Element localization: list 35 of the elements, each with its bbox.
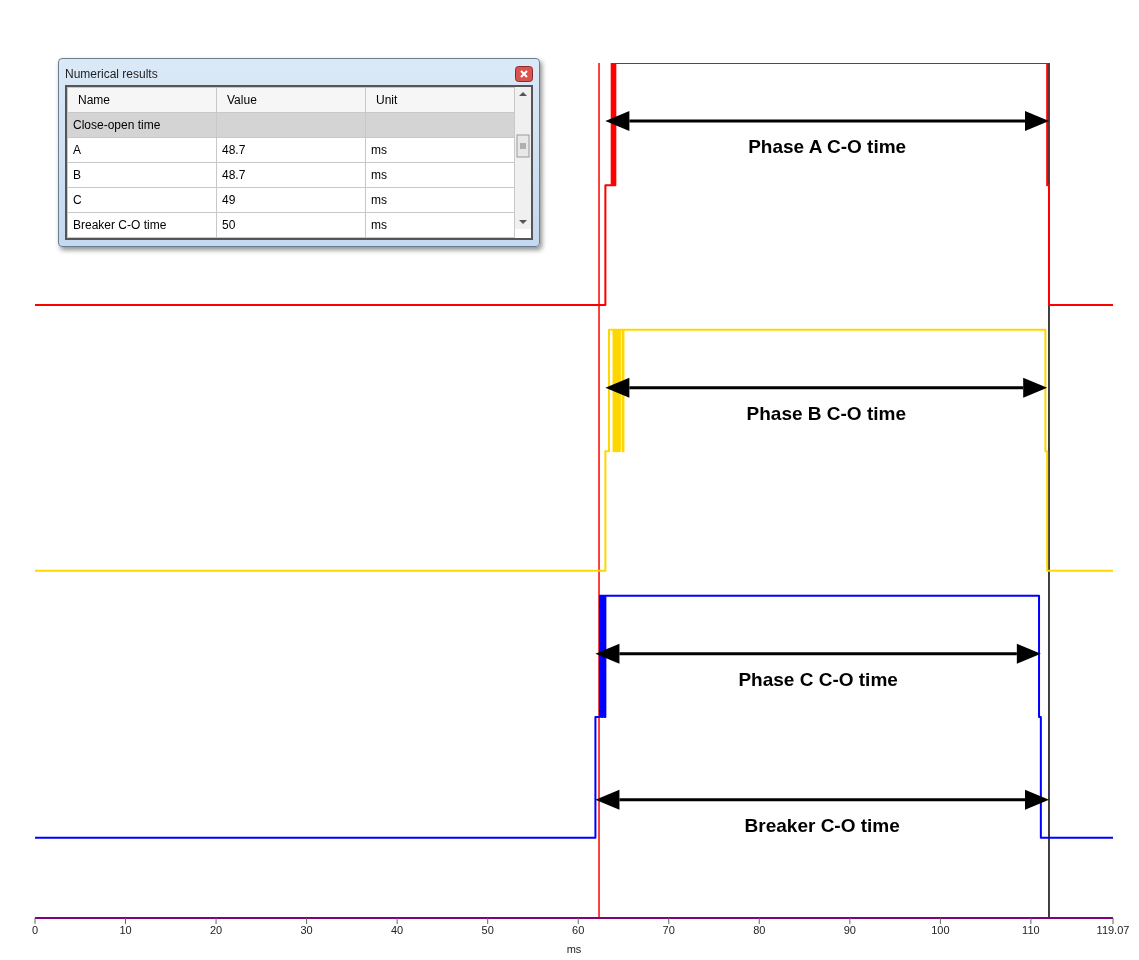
annotation: Breaker C-O time (744, 814, 900, 836)
annotation: Phase B C-O time (746, 402, 906, 424)
text: ms (371, 168, 387, 182)
category-label: Breaker C-O time (73, 218, 167, 232)
text: 48.7 (222, 168, 246, 182)
x-tick-label: 100 (931, 923, 950, 936)
x-tick-label: 80 (753, 923, 766, 936)
x-tick-label: 30 (300, 923, 313, 936)
text: 49 (222, 193, 236, 207)
x-tick-label: 0 (31, 923, 39, 936)
text: 50 (222, 218, 236, 232)
x-tick-label: 70 (662, 923, 675, 936)
text: ms (371, 143, 387, 157)
category-label: Unit (365, 87, 515, 113)
category-label: A (73, 143, 82, 157)
x-tick-label: 10 (119, 923, 132, 936)
category-label: Name (67, 87, 217, 113)
text: Numerical results (65, 67, 158, 81)
text: ms (371, 193, 387, 207)
x-tick-label: 50 (481, 923, 494, 936)
x-tick-label: 90 (843, 923, 856, 936)
x-tick-label: 110 (1022, 923, 1040, 936)
category-label: Value (216, 87, 366, 113)
text: ms (371, 218, 387, 232)
x-axis-title: ms (566, 943, 582, 955)
x-tick-label: 40 (391, 923, 404, 936)
category-label: B (73, 168, 82, 182)
x-tick-label: 60 (572, 923, 585, 936)
text: 48.7 (222, 143, 246, 157)
annotation: Phase A C-O time (748, 136, 907, 158)
category-label: C (73, 193, 82, 207)
x-tick-label: 119.07 (1096, 923, 1130, 936)
x-tick-label: 20 (209, 923, 223, 936)
category-label: Close-open time (73, 118, 161, 132)
annotation: Phase C C-O time (738, 668, 898, 690)
